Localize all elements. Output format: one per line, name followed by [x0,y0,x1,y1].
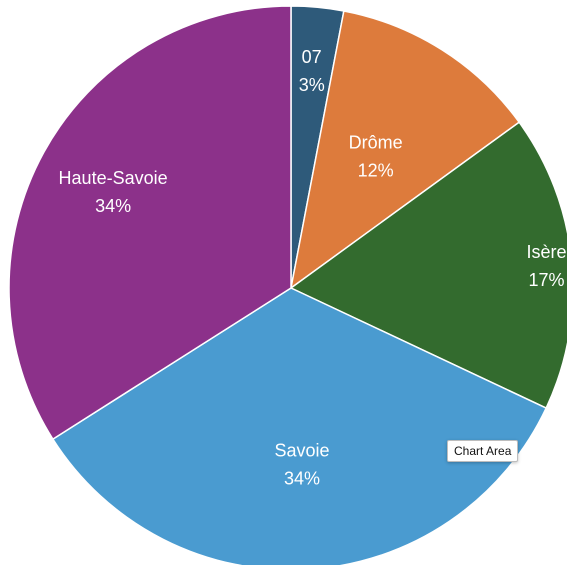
slice-percent-isere: 17% [528,270,564,290]
slice-percent-haute-savoie: 34% [95,196,131,216]
slice-label-haute-savoie: Haute-Savoie [59,168,168,188]
pie-labels: 07 3% Drôme 12% Isère 17% Savoie 34% Haute-Savoi… [59,47,567,489]
slice-percent-drome: 12% [358,161,394,181]
pie-slice-savoie[interactable] [52,287,547,565]
slice-percent-07: 3% [299,75,325,95]
slice-label-isere: Isère [526,242,566,262]
chart-area-tooltip: Chart Area [447,440,519,462]
slice-label-savoie: Savoie [274,441,329,461]
pie-slices [8,5,567,565]
slice-percent-savoie: 34% [284,469,320,489]
pie-slice-isere[interactable] [290,121,567,409]
pie-slice-haute-savoie[interactable] [8,5,292,440]
pie-slice-drome[interactable] [290,10,520,289]
slice-label-drome: Drôme [349,133,403,153]
slice-label-07: 07 [302,47,322,67]
